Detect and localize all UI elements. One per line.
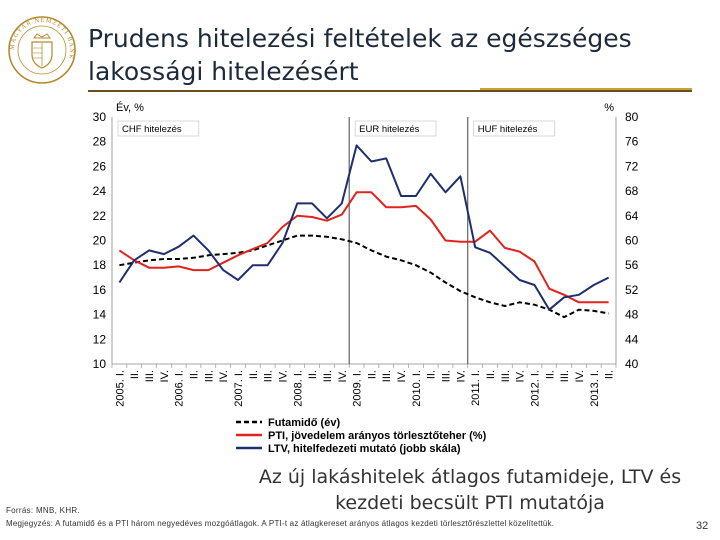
region-label: EUR hitelezés bbox=[359, 124, 419, 135]
x-tick-label: 2009. I. bbox=[352, 370, 364, 407]
legend-entry: Futamidő (év) bbox=[268, 417, 340, 429]
y-left-tick-label: 14 bbox=[93, 308, 107, 322]
y-right-tick-label: 52 bbox=[625, 283, 639, 297]
page-number: 32 bbox=[696, 520, 709, 532]
x-tick-label: IV. bbox=[574, 370, 586, 382]
x-tick-label: IV. bbox=[277, 370, 289, 382]
y-left-tick-label: 12 bbox=[93, 332, 107, 346]
region-label: CHF hitelezés bbox=[122, 124, 182, 135]
y-left-tick-label: 16 bbox=[93, 283, 107, 297]
title-underline bbox=[88, 90, 692, 92]
y-left-tick-label: 10 bbox=[93, 357, 107, 371]
mnb-seal-icon: MAGYAR NEMZETI BANK bbox=[8, 16, 76, 84]
x-tick-label: III. bbox=[263, 370, 275, 382]
chart-caption: Az új lakáshitelek átlagos futamideje, L… bbox=[250, 464, 690, 516]
y-right-tick-label: 64 bbox=[625, 209, 639, 223]
x-tick-label: 2013. I. bbox=[589, 370, 601, 407]
region-label-box bbox=[473, 120, 555, 137]
series-line bbox=[119, 234, 609, 319]
series-line bbox=[118, 144, 610, 311]
x-tick-label: III. bbox=[322, 370, 334, 382]
region-label: HUF hitelezés bbox=[478, 124, 538, 135]
x-tick-label: III. bbox=[441, 370, 453, 382]
x-tick-label: IV. bbox=[515, 370, 527, 382]
y-right-tick-label: 44 bbox=[625, 332, 639, 346]
x-tick-label: 2010. I. bbox=[411, 370, 423, 407]
y-right-tick-label: 40 bbox=[625, 357, 639, 371]
page-title: Prudens hitelezési feltételek az egészsé… bbox=[88, 22, 688, 88]
x-tick-label: IV. bbox=[159, 370, 171, 382]
y-left-tick-label: 24 bbox=[93, 184, 107, 198]
x-tick-label: II. bbox=[307, 370, 319, 379]
legend-entry: LTV, hitelfedezeti mutató (jobb skála) bbox=[268, 443, 461, 455]
x-tick-label: III. bbox=[500, 370, 512, 382]
x-tick-label: III. bbox=[203, 370, 215, 382]
series-line bbox=[118, 191, 609, 304]
legend-entry: PTI, jövedelem arányos törlesztőteher (%… bbox=[268, 430, 487, 442]
x-tick-label: III. bbox=[144, 370, 156, 382]
y-left-tick-label: 18 bbox=[93, 258, 107, 272]
chart-caption-line-2: kezdeti becsült PTI mutatója bbox=[335, 492, 605, 514]
x-tick-label: III. bbox=[559, 370, 571, 382]
x-tick-label: II. bbox=[604, 370, 616, 379]
x-tick-label: III. bbox=[381, 370, 393, 382]
y-right-tick-label: 60 bbox=[625, 234, 639, 248]
x-tick-label: IV. bbox=[455, 370, 467, 382]
x-tick-label: II. bbox=[426, 370, 438, 379]
y-right-tick-label: 68 bbox=[625, 184, 639, 198]
y-right-tick-label: 72 bbox=[625, 159, 639, 173]
y-right-tick-label: 76 bbox=[625, 135, 639, 149]
region-label-box bbox=[117, 120, 200, 137]
page-title-line-1: Prudens hitelezési feltételek az egészsé… bbox=[88, 24, 632, 53]
x-tick-label: II. bbox=[129, 370, 141, 379]
y-right-tick-label: 56 bbox=[625, 258, 639, 272]
chart-caption-line-1: Az új lakáshitelek átlagos futamideje, L… bbox=[258, 466, 682, 488]
x-tick-label: II. bbox=[248, 370, 260, 379]
x-tick-label: IV. bbox=[337, 370, 349, 382]
x-tick-label: 2007. I. bbox=[233, 370, 245, 407]
y-right-tick-label: 80 bbox=[625, 110, 639, 124]
page-title-line-2: lakossági hitelezésért bbox=[88, 57, 359, 86]
x-tick-label: II. bbox=[366, 370, 378, 379]
title-underline-accent bbox=[480, 88, 692, 90]
y-right-axis-label: % bbox=[604, 102, 614, 114]
region-label-box bbox=[354, 120, 437, 137]
x-tick-label: II. bbox=[189, 370, 201, 379]
x-tick-label: 2012. I. bbox=[529, 370, 541, 407]
x-tick-label: IV. bbox=[218, 370, 230, 382]
y-left-tick-label: 26 bbox=[93, 159, 107, 173]
y-left-tick-label: 20 bbox=[93, 234, 107, 248]
methodology-note: Megjegyzés: A futamidő és a PTI három ne… bbox=[6, 519, 555, 528]
x-tick-label: II. bbox=[544, 370, 556, 379]
source-note: Forrás: MNB, KHR. bbox=[6, 506, 80, 515]
x-tick-label: II. bbox=[485, 370, 497, 379]
x-tick-label: 2006. I. bbox=[174, 370, 186, 407]
x-tick-label: 2005. I. bbox=[114, 370, 126, 407]
y-left-axis-label: Év, % bbox=[116, 101, 144, 114]
x-tick-label: 2011. I. bbox=[470, 370, 482, 406]
y-right-tick-label: 48 bbox=[625, 308, 639, 322]
y-left-tick-label: 30 bbox=[93, 110, 107, 124]
y-left-tick-label: 28 bbox=[93, 135, 107, 149]
x-tick-label: 2008. I. bbox=[292, 370, 304, 407]
x-tick-label: IV. bbox=[396, 370, 408, 382]
y-left-tick-label: 22 bbox=[93, 209, 107, 223]
